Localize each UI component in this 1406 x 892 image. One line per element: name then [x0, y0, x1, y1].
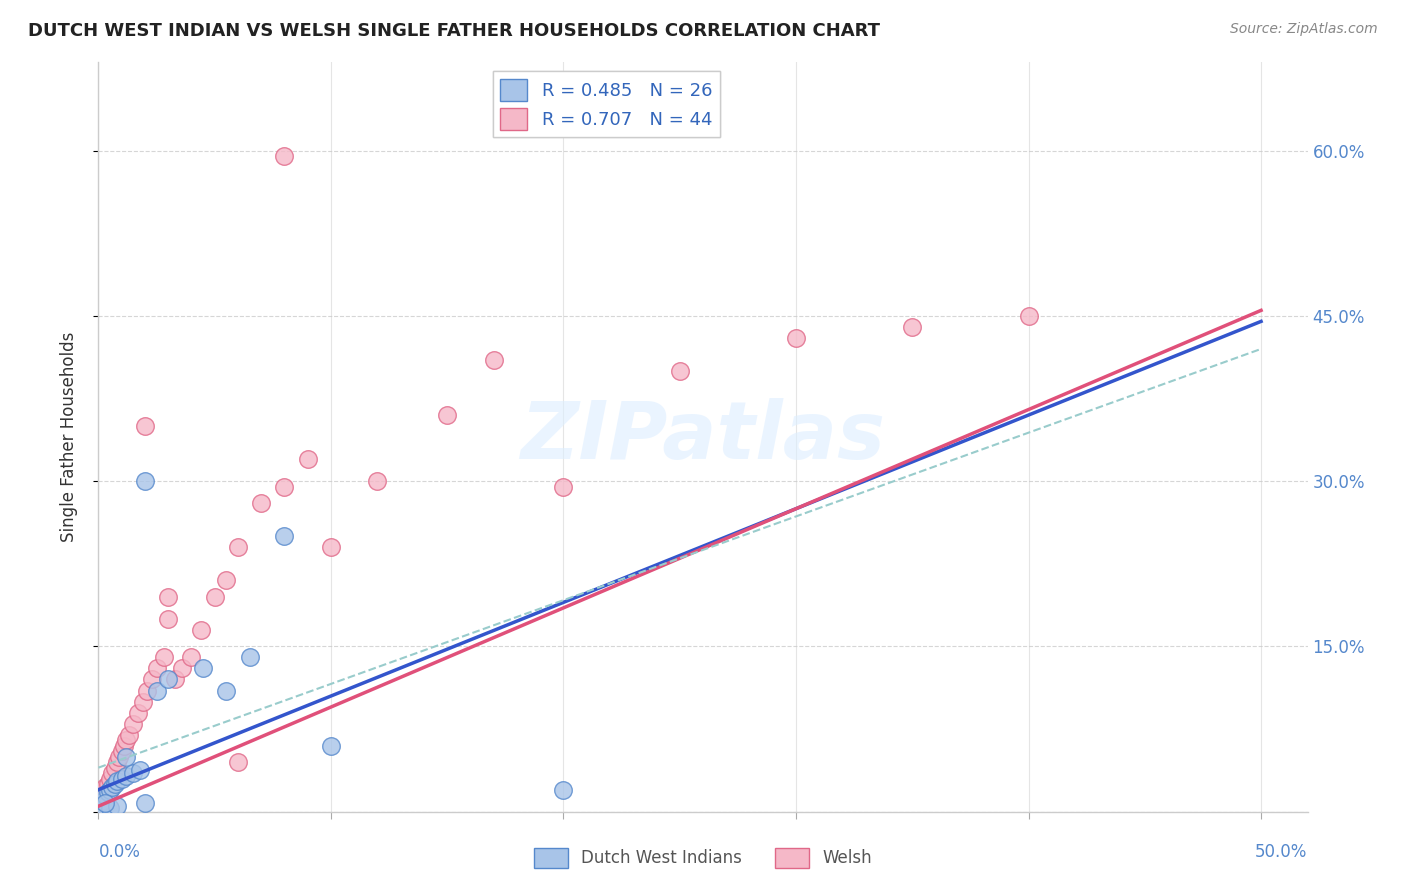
Point: [157, 590, 180, 604]
Point: [215, 683, 238, 698]
Point: [226, 541, 249, 555]
Point: [129, 763, 152, 777]
Point: [97, 777, 120, 791]
Point: [239, 650, 262, 665]
Text: 50.0%: 50.0%: [1256, 843, 1308, 861]
Point: [165, 673, 187, 687]
Point: [111, 772, 134, 786]
Point: [273, 149, 295, 163]
Point: [90, 799, 112, 814]
Point: [108, 749, 131, 764]
Point: [668, 364, 690, 378]
Point: [366, 474, 388, 488]
Text: DUTCH WEST INDIAN VS WELSH SINGLE FATHER HOUSEHOLDS CORRELATION CHART: DUTCH WEST INDIAN VS WELSH SINGLE FATHER…: [28, 22, 880, 40]
Point: [141, 673, 163, 687]
Point: [785, 331, 807, 345]
Point: [553, 782, 575, 797]
Legend: R = 0.485   N = 26, R = 0.707   N = 44: R = 0.485 N = 26, R = 0.707 N = 44: [494, 71, 720, 137]
Point: [94, 780, 117, 795]
Legend: Dutch West Indians, Welsh: Dutch West Indians, Welsh: [527, 841, 879, 875]
Point: [90, 788, 112, 802]
Point: [134, 796, 156, 810]
Point: [273, 529, 295, 543]
Point: [94, 788, 117, 802]
Point: [180, 650, 202, 665]
Point: [297, 452, 319, 467]
Point: [319, 739, 342, 753]
Point: [122, 716, 145, 731]
Point: [105, 773, 128, 788]
Point: [105, 755, 128, 769]
Point: [101, 780, 124, 795]
Point: [319, 541, 342, 555]
Text: ZIPatlas: ZIPatlas: [520, 398, 886, 476]
Point: [111, 744, 134, 758]
Point: [97, 785, 120, 799]
Point: [91, 794, 114, 808]
Point: [191, 661, 214, 675]
Point: [250, 496, 273, 510]
Point: [104, 761, 127, 775]
Point: [134, 419, 156, 434]
Point: [131, 694, 153, 708]
Point: [98, 801, 121, 815]
Point: [204, 590, 226, 604]
Point: [104, 777, 127, 791]
Point: [98, 782, 121, 797]
Point: [273, 480, 295, 494]
Point: [157, 612, 180, 626]
Point: [152, 650, 174, 665]
Point: [115, 749, 138, 764]
Point: [127, 706, 149, 720]
Point: [101, 766, 124, 780]
Y-axis label: Single Father Households: Single Father Households: [59, 332, 77, 542]
Point: [1018, 309, 1040, 323]
Point: [145, 661, 167, 675]
Point: [136, 683, 159, 698]
Point: [226, 755, 249, 769]
Point: [134, 474, 156, 488]
Point: [115, 733, 138, 747]
Point: [115, 769, 138, 783]
Point: [190, 623, 212, 637]
Point: [91, 785, 114, 799]
Point: [215, 574, 238, 588]
Point: [553, 480, 575, 494]
Point: [436, 408, 458, 422]
Text: Source: ZipAtlas.com: Source: ZipAtlas.com: [1230, 22, 1378, 37]
Point: [94, 796, 117, 810]
Point: [482, 353, 505, 368]
Point: [105, 799, 128, 814]
Point: [157, 673, 180, 687]
Point: [122, 766, 145, 780]
Point: [112, 739, 135, 753]
Point: [901, 319, 924, 334]
Text: 0.0%: 0.0%: [98, 843, 141, 861]
Point: [172, 661, 194, 675]
Point: [145, 683, 167, 698]
Point: [118, 728, 141, 742]
Point: [98, 772, 121, 786]
